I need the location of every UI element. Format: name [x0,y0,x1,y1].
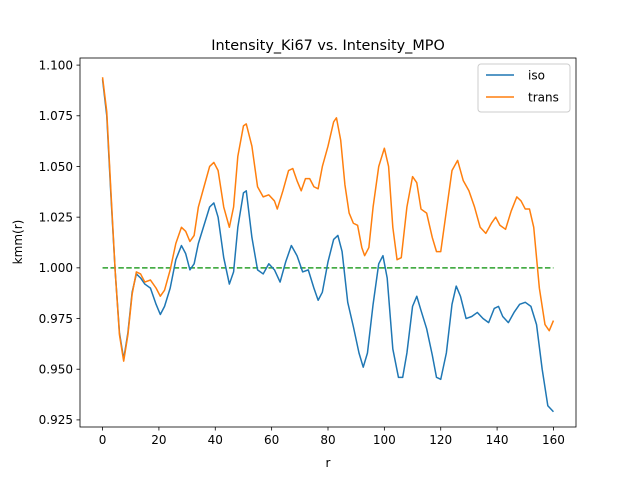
chart-title: Intensity_Ki67 vs. Intensity_MPO [211,38,445,54]
y-tick-label: 0.925 [39,413,73,427]
x-tick-label: 20 [151,433,166,447]
x-tick-label: 140 [486,433,509,447]
y-tick-label: 1.050 [39,160,73,174]
x-tick-label: 80 [320,433,335,447]
y-tick-label: 0.950 [39,363,73,377]
x-tick-label: 60 [264,433,279,447]
legend-label-trans: trans [528,90,559,104]
legend-box [477,63,571,113]
x-axis-label: r [326,456,331,470]
y-tick-label: 1.075 [39,109,73,123]
y-tick-label: 0.975 [39,312,73,326]
x-tick-label: 100 [373,433,396,447]
legend: iso trans [477,63,571,113]
series-line-iso [101,79,555,413]
series-line-trans [101,77,555,362]
y-axis-label: kmm(r) [11,220,25,265]
x-tick-label: 0 [99,433,107,447]
legend-label-iso: iso [528,68,545,82]
x-tick-label: 160 [542,433,565,447]
x-tick-label: 40 [208,433,223,447]
y-tick-label: 1.100 [39,58,73,72]
y-tick-label: 1.000 [39,261,73,275]
plot-area: 0 20 40 60 80 100 120 140 160 0.925 0.950 0.975 1.00… [39,57,577,447]
y-tick-label: 1.025 [39,210,73,224]
x-tick-label: 120 [429,433,452,447]
